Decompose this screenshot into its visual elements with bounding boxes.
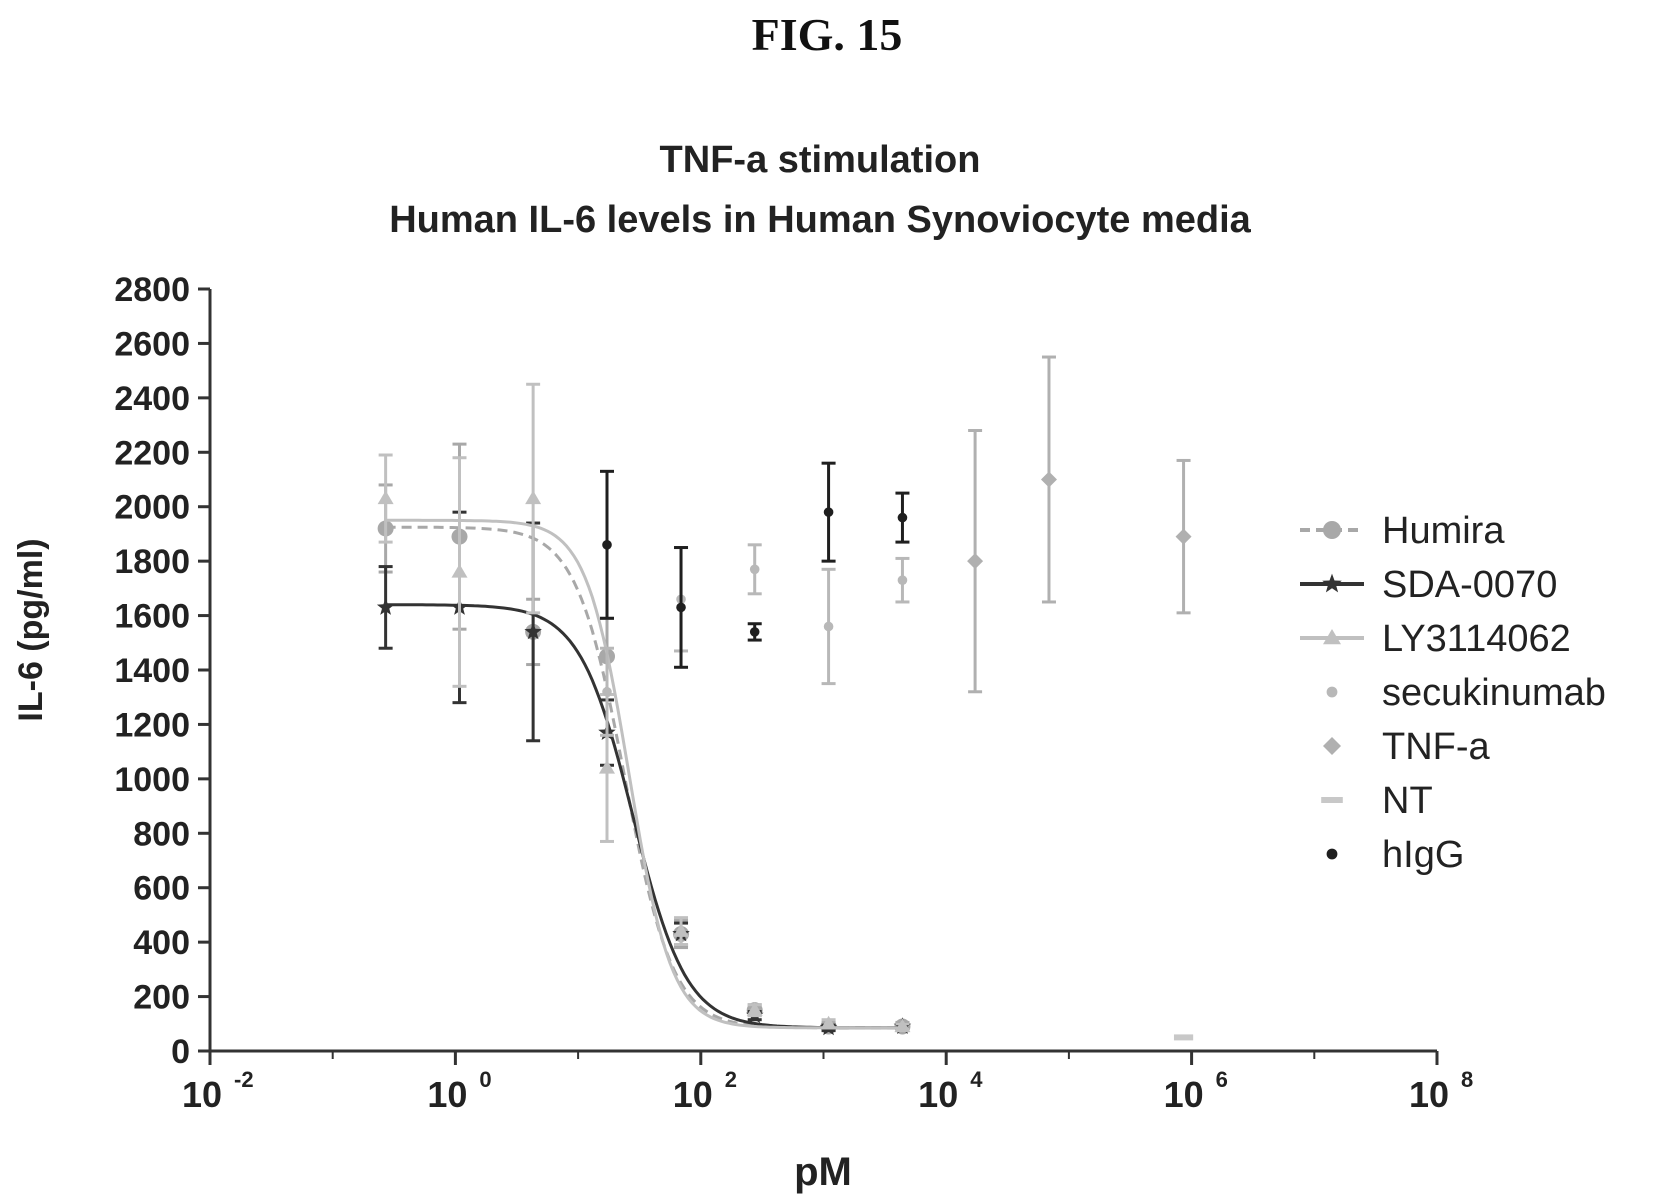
y-axis-label: IL-6 (pg/ml) [12,538,50,721]
legend-label: SDA-0070 [1382,564,1557,606]
data-point [823,621,834,632]
chart-title: TNF-a stimulation [660,139,981,181]
series-sda-0070 [376,510,912,1036]
series-humira [377,442,911,1035]
x-tick-label: 10 [918,1074,958,1115]
y-tick-label: 1000 [114,761,190,799]
x-tick-exponent: 6 [1216,1067,1228,1092]
data-point [1040,471,1057,488]
chart-subtitle: Human IL-6 levels in Human Synoviocyte m… [389,199,1251,241]
data-point [823,507,834,517]
x-axis-label: pM [794,1150,852,1194]
x-tick-exponent: 0 [479,1067,491,1092]
y-tick-label: 1400 [114,652,190,690]
legend-label: secukinumab [1382,672,1606,714]
legend-marker [1326,686,1338,698]
data-point [602,540,612,550]
legend-marker [1323,521,1341,539]
y-tick-label: 1800 [114,543,190,581]
x-tick-label: 10 [1164,1074,1204,1115]
data-point [894,1018,911,1033]
legend-item: SDA-0070 [1300,564,1557,606]
data-point [1173,1034,1194,1041]
legend-marker [1322,573,1342,593]
legend-marker [1321,797,1343,803]
data-point [1175,528,1192,545]
legend-item: NT [1321,780,1433,822]
data-point [967,553,984,570]
y-tick-label: 1600 [114,598,190,636]
data-point [820,1015,837,1030]
x-tick-exponent: 4 [970,1067,983,1092]
y-tick-label: 2200 [114,434,190,472]
data-point [524,622,542,640]
x-tick-exponent: -2 [234,1067,254,1092]
data-point [746,1002,763,1016]
data-point [749,627,760,637]
series-secukinumab [599,543,910,737]
legend: Humira SDA-0070 LY3114062 secukinumab TNF-a N… [1300,510,1606,876]
plot-area [376,355,1194,1041]
x-tick-label: 10 [427,1074,467,1115]
legend-label: Humira [1382,510,1505,552]
series-higg [599,461,910,669]
y-tick-label: 2600 [114,325,190,363]
legend-label: LY3114062 [1382,618,1571,660]
data-point [676,602,686,613]
x-tick-label: 10 [1409,1074,1449,1115]
legend-item: TNF-a [1323,726,1491,768]
data-point [897,512,908,523]
data-point [673,923,690,937]
data-point [749,564,760,575]
fit-curve [385,603,903,1030]
x-tick-exponent: 2 [725,1067,737,1092]
legend-marker [1323,629,1341,645]
fit-curve [385,525,903,1030]
legend-item: secukinumab [1326,672,1606,714]
legend-item: Humira [1300,510,1505,552]
legend-item: hIgG [1326,834,1464,876]
y-tick-label: 2000 [114,489,190,527]
series-ly3114062 [377,382,911,1033]
x-tick-label: 10 [182,1074,222,1115]
data-point [897,575,908,585]
y-tick-label: 600 [133,870,190,908]
fit-curve [385,518,903,1030]
y-tick-label: 0 [171,1033,190,1071]
legend-label: NT [1382,780,1433,822]
data-point [376,598,395,615]
series-nt [1173,1034,1194,1041]
data-point [525,490,542,505]
data-point [377,490,394,505]
data-point [602,686,612,697]
legend-marker [1323,737,1341,755]
figure-label: FIG. 15 [751,9,903,60]
y-tick-label: 200 [133,979,190,1017]
legend-item: LY3114062 [1300,618,1571,660]
data-point [598,759,615,774]
data-point [451,564,468,578]
x-tick-exponent: 8 [1461,1067,1473,1092]
legend-label: hIgG [1382,834,1464,876]
y-tick-label: 400 [133,924,190,962]
y-tick-label: 2400 [114,380,190,418]
y-tick-label: 2800 [114,271,190,309]
y-tick-label: 800 [133,815,190,853]
legend-label: TNF-a [1382,726,1491,768]
x-tick-label: 10 [673,1074,713,1115]
y-tick-label: 1200 [114,706,190,744]
axes: 0 200 400 600 800 1000 1200 1400 1600 1800 2000 220… [114,271,1473,1115]
series-tnf-a [967,355,1192,694]
legend-marker [1326,848,1338,860]
